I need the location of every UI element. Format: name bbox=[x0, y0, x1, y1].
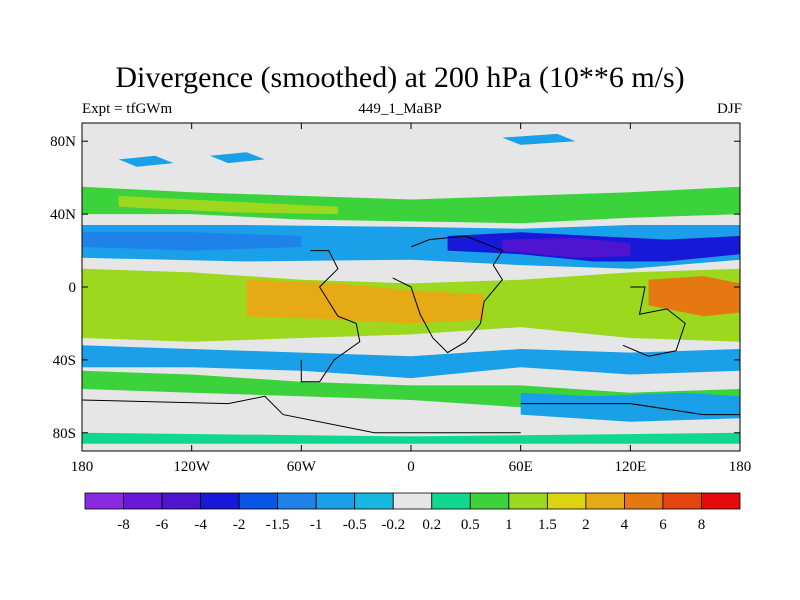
y-tick-label: 80N bbox=[50, 134, 76, 150]
colorbar-label: -6 bbox=[156, 517, 169, 533]
contour-fields bbox=[82, 133, 740, 444]
colorbar-swatch bbox=[585, 492, 625, 510]
colorbar: -8 -6 -4 -2 -1.5 -1 -0.5 -0.2 0.2 0.5 1 1.5 2 4 6 8 bbox=[84, 492, 741, 533]
colorbar-swatch bbox=[469, 492, 510, 510]
colorbar-label: -1 bbox=[310, 517, 323, 533]
colorbar-label: -1.5 bbox=[266, 517, 290, 533]
colorbar-label: 8 bbox=[698, 517, 706, 533]
coastlines bbox=[82, 235, 740, 434]
sh-high-latitude-negative bbox=[520, 392, 740, 422]
colorbar-swatch bbox=[277, 492, 317, 510]
colorbar-swatch bbox=[315, 492, 356, 510]
x-tick-label: 120W bbox=[173, 459, 211, 475]
colorbar-label: 4 bbox=[621, 517, 629, 533]
colorbar-label: 0.5 bbox=[461, 517, 480, 533]
colorbar-swatch bbox=[392, 492, 433, 510]
colorbar-swatch bbox=[238, 492, 279, 510]
coastline-4 bbox=[82, 395, 521, 434]
arctic-negative-patch bbox=[209, 152, 265, 164]
colorbar-label: 1.5 bbox=[538, 517, 557, 533]
arctic-negative-patch bbox=[502, 133, 576, 145]
run-label: 449_1_MaBP bbox=[358, 101, 442, 117]
colorbar-label: 1 bbox=[505, 517, 513, 533]
colorbar-label: -0.5 bbox=[343, 517, 367, 533]
colorbar-swatch bbox=[200, 492, 240, 510]
sh-negative-band bbox=[82, 345, 740, 379]
colorbar-label: 2 bbox=[582, 517, 590, 533]
y-tick-label: 0 bbox=[69, 280, 77, 296]
colorbar-label: -8 bbox=[117, 517, 130, 533]
x-tick-label: 60E bbox=[509, 459, 533, 475]
colorbar-label: -4 bbox=[194, 517, 207, 533]
nh-jet-negative-core bbox=[82, 232, 302, 251]
x-axis: 180 120W 60W 0 60E 120E 180 bbox=[71, 123, 752, 475]
colorbar-swatch bbox=[701, 492, 741, 510]
colorbar-label: -0.2 bbox=[381, 517, 405, 533]
colorbar-label: 6 bbox=[659, 517, 667, 533]
coastline-1 bbox=[392, 235, 504, 354]
coastline-3 bbox=[520, 403, 740, 416]
colorbar-swatch bbox=[508, 492, 548, 510]
y-tick-label: 40N bbox=[50, 207, 76, 223]
y-tick-label: 40S bbox=[53, 353, 76, 369]
colorbar-swatch bbox=[431, 492, 471, 510]
tropical-positive-core bbox=[246, 279, 485, 324]
coastline-0 bbox=[300, 250, 361, 383]
coastline-2 bbox=[622, 286, 686, 357]
x-tick-label: 60W bbox=[287, 459, 317, 475]
colorbar-swatch bbox=[161, 492, 201, 510]
colorbar-label: -2 bbox=[233, 517, 246, 533]
x-tick-label: 0 bbox=[407, 459, 415, 475]
colorbar-swatch bbox=[546, 492, 587, 510]
y-axis: 80N 40N 0 40S 80S bbox=[50, 134, 740, 442]
colorbar-swatch bbox=[624, 492, 664, 510]
nh-midlat-core bbox=[118, 195, 338, 215]
x-tick-label: 180 bbox=[71, 459, 94, 475]
colorbar-swatch bbox=[354, 492, 394, 510]
asia-pacific-core bbox=[502, 237, 631, 258]
antarctic-positive-strip bbox=[82, 432, 740, 444]
colorbar-swatch bbox=[123, 492, 163, 510]
arctic-negative-patch bbox=[118, 155, 174, 167]
x-tick-label: 180 bbox=[729, 459, 752, 475]
colorbar-label: 0.2 bbox=[422, 517, 441, 533]
colorbar-swatch bbox=[662, 492, 702, 510]
colorbar-swatch bbox=[84, 492, 124, 510]
season-label: DJF bbox=[716, 101, 742, 117]
x-tick-label: 120E bbox=[614, 459, 646, 475]
y-tick-label: 80S bbox=[53, 426, 76, 442]
experiment-label: Expt = tfGWm bbox=[82, 101, 173, 117]
chart-title: Divergence (smoothed) at 200 hPa (10**6 … bbox=[115, 61, 685, 94]
nh-midlat-positive-band bbox=[82, 186, 740, 224]
west-pacific-maximum bbox=[648, 276, 740, 317]
